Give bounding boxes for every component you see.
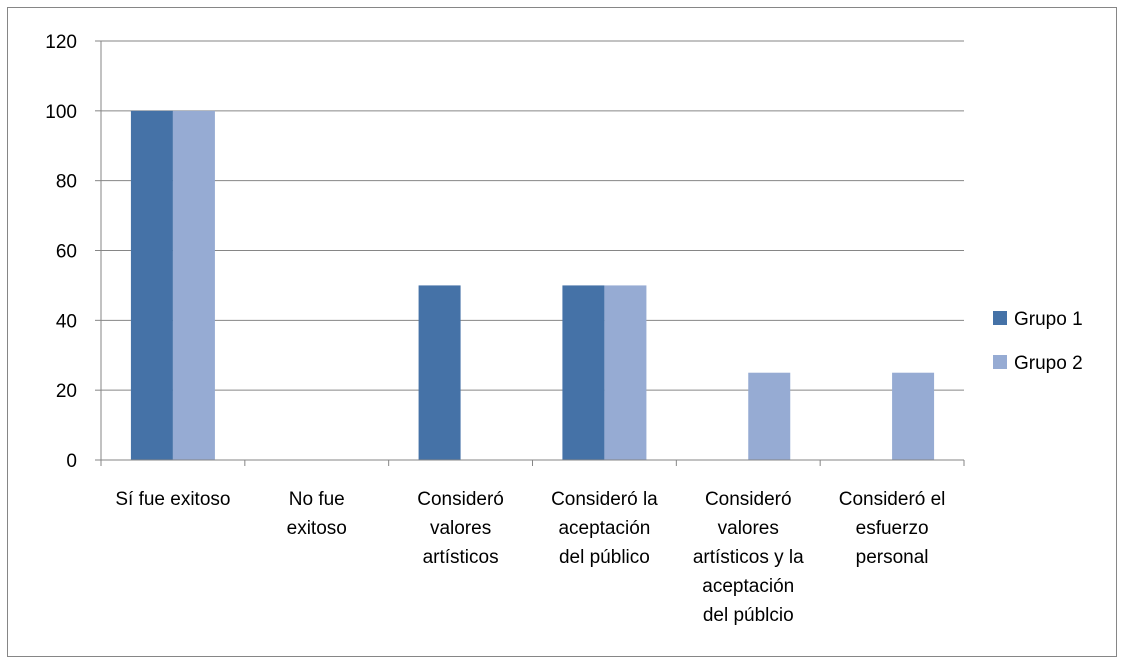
bar [172, 110, 215, 460]
legend: Grupo 1 Grupo 2 [993, 309, 1083, 374]
x-tick-label-line: Sí fue exitoso [115, 489, 230, 510]
x-tick-label: No fue exitoso [287, 489, 347, 539]
y-tick-label: 120 [45, 32, 77, 53]
legend-swatch [993, 311, 1007, 325]
bar-chart: 0 20 40 60 80 100 120 Sí fue exitoso No fue exit… [45, 32, 1083, 626]
x-tick-label-line: del público [559, 547, 650, 568]
bars [130, 110, 935, 460]
legend-label: Grupo 2 [1014, 353, 1083, 374]
bar [748, 372, 791, 460]
bar [562, 285, 605, 460]
y-tick-label: 60 [56, 242, 77, 263]
x-tick-label-line: Consideró [705, 489, 792, 510]
y-tick-label: 100 [45, 102, 77, 123]
legend-label: Grupo 1 [1014, 309, 1083, 330]
x-tick-label-line: Consideró la [551, 489, 658, 510]
x-tick-label-line: personal [856, 547, 929, 568]
x-tick-label-line: No fue [289, 489, 345, 510]
gridlines [101, 40, 964, 391]
x-tick-label-line: valores [718, 518, 779, 539]
x-tick-label-line: aceptación [702, 576, 794, 597]
x-tick-label: Consideró el esfuerzo personal [839, 489, 946, 568]
bar [892, 372, 935, 460]
x-tick-label-line: artísticos y la [693, 547, 804, 568]
x-tick-label-line: valores [430, 518, 491, 539]
legend-swatch [993, 355, 1007, 369]
x-tick-label-line: artísticos [423, 547, 499, 568]
bar [604, 285, 647, 460]
x-tick-labels: Sí fue exitoso No fue exitoso Consideró valo… [115, 489, 945, 626]
y-tick-label: 20 [56, 381, 77, 402]
x-tick-label-line: exitoso [287, 518, 347, 539]
y-tick-label: 40 [56, 311, 77, 332]
x-tick-label: Consideró valores artísticos [417, 489, 504, 568]
chart-frame: 0 20 40 60 80 100 120 Sí fue exitoso No fue exit… [7, 7, 1117, 657]
x-tick-label-line: Consideró el [839, 489, 946, 510]
bar [130, 110, 173, 460]
bar [418, 285, 461, 460]
x-tick-label-line: del públcio [703, 605, 794, 626]
axes [95, 40, 965, 466]
y-tick-labels: 0 20 40 60 80 100 120 [45, 32, 77, 472]
x-tick-label-line: esfuerzo [856, 518, 929, 539]
x-tick-label-line: aceptación [558, 518, 650, 539]
y-tick-label: 80 [56, 172, 77, 193]
x-tick-label-line: Consideró [417, 489, 504, 510]
x-tick-label: Consideró valores artísticos y la aceptació… [693, 489, 804, 626]
x-tick-label: Consideró la aceptación del público [551, 489, 658, 568]
x-tick-label: Sí fue exitoso [115, 489, 230, 510]
y-tick-label: 0 [66, 451, 77, 472]
